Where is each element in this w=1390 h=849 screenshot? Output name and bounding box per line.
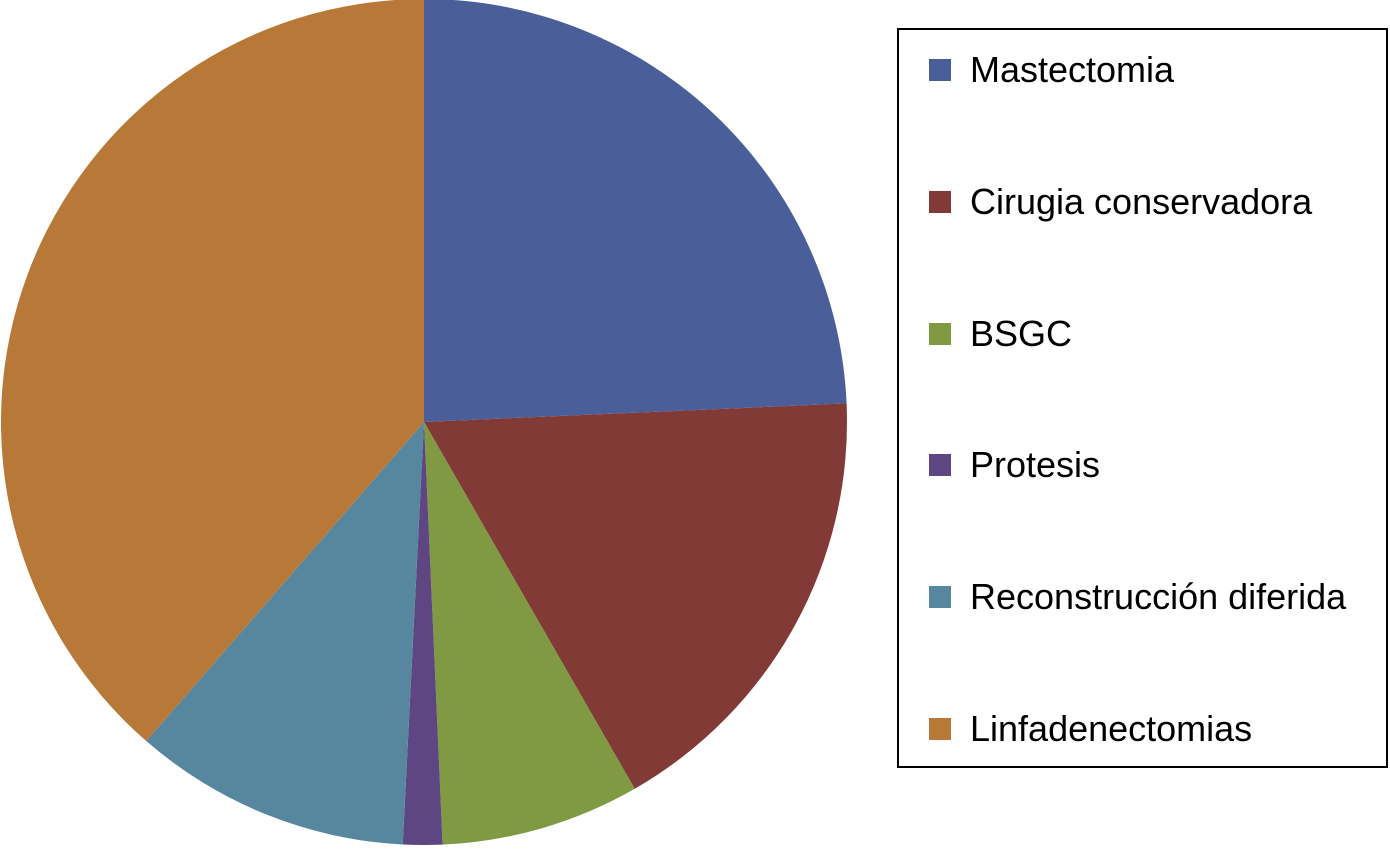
pie-slice <box>1 0 424 742</box>
legend-swatch <box>929 586 951 609</box>
legend-label: Reconstrucción diferida <box>970 576 1347 618</box>
pie-slice <box>146 422 424 845</box>
pie-slice <box>402 422 443 845</box>
pie-slice <box>424 403 847 789</box>
legend: Mastectomia Cirugia conservadora BSGC Prote… <box>897 28 1388 768</box>
legend-label: Mastectomia <box>970 49 1175 90</box>
legend-swatch <box>929 718 951 740</box>
legend-label: Protesis <box>970 444 1101 486</box>
legend-swatch <box>929 322 951 345</box>
legend-label: Linfadenectomias <box>970 708 1253 749</box>
legend-swatch <box>929 454 951 477</box>
legend-swatch <box>929 190 951 213</box>
legend-label: BSGC <box>970 312 1073 354</box>
legend-label: Cirugia conservadora <box>970 180 1313 222</box>
chart <box>1 0 847 845</box>
pie-slice <box>424 0 847 422</box>
pie-slice <box>424 422 635 845</box>
legend-swatch <box>929 59 951 81</box>
